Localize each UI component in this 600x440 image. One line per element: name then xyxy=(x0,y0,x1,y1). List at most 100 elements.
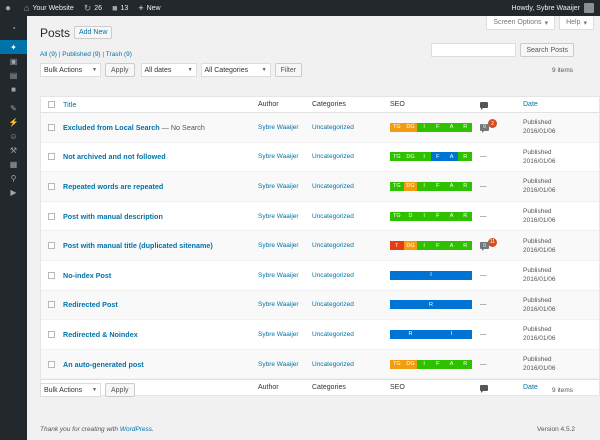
post-title-link[interactable]: Redirected Post xyxy=(63,300,118,310)
main-content: Screen Options ▾ Help ▾ Posts Add New All … xyxy=(27,16,600,440)
page-title: Posts xyxy=(40,26,71,40)
caret-down-icon: ▼ xyxy=(187,67,193,73)
post-author-link[interactable]: Sybre Waaijer xyxy=(258,212,299,220)
my-account-link[interactable]: Howdy, Sybre Waaijer xyxy=(512,3,600,13)
post-title-link[interactable]: An auto-generated post xyxy=(63,359,144,369)
date-cell: Published 2016/01/06 xyxy=(523,355,599,373)
date-status: Published xyxy=(523,267,552,275)
bulk-actions-select-bottom[interactable]: Bulk Actions ▼ xyxy=(40,383,101,397)
seo-indicator: A xyxy=(444,181,459,191)
dashboard-icon[interactable]: ◔ xyxy=(11,23,16,33)
post-author-link[interactable]: Sybre Waaijer xyxy=(258,360,299,368)
view-published-link[interactable]: Published (9) xyxy=(62,51,101,58)
post-author-link[interactable]: Sybre Waaijer xyxy=(258,153,299,161)
post-title-link[interactable]: Post with manual description xyxy=(63,211,163,221)
help-button[interactable]: Help ▾ xyxy=(559,16,594,30)
post-title-link[interactable]: Excluded from Local Search xyxy=(63,122,160,132)
settings-icon[interactable]: ▦ xyxy=(9,159,18,169)
help-label: Help xyxy=(566,19,581,26)
post-category-link[interactable]: Uncategorized xyxy=(312,153,354,161)
apply-button[interactable]: Apply xyxy=(105,63,135,77)
seo-search-icon[interactable]: ⚲ xyxy=(10,173,17,183)
post-category-link[interactable]: Uncategorized xyxy=(312,123,354,131)
column-title-header[interactable]: Title xyxy=(63,100,77,109)
site-name-link[interactable]: ⌂ Your Website xyxy=(19,0,79,16)
view-trash-link[interactable]: Trash (9) xyxy=(105,51,132,58)
post-category-link[interactable]: Uncategorized xyxy=(312,301,354,309)
post-author-link[interactable]: Sybre Waaijer xyxy=(258,182,299,190)
pages-icon[interactable]: ▤ xyxy=(9,70,18,80)
wordpress-logo-icon[interactable]: ● xyxy=(5,2,12,14)
post-author-link[interactable]: Sybre Waaijer xyxy=(258,301,299,309)
posts-pin-icon[interactable]: ✦ xyxy=(0,40,27,54)
seo-indicator: F xyxy=(431,211,445,221)
row-checkbox[interactable] xyxy=(41,271,61,279)
post-category-link[interactable]: Uncategorized xyxy=(312,242,354,250)
media-icon[interactable]: ▣ xyxy=(9,56,18,66)
view-all-link[interactable]: All (9) xyxy=(40,51,57,58)
post-category-link[interactable]: Uncategorized xyxy=(312,182,354,190)
post-author-link[interactable]: Sybre Waaijer xyxy=(258,242,299,250)
row-checkbox[interactable] xyxy=(41,182,61,190)
pending-comments-badge[interactable]: 11 xyxy=(488,237,497,247)
post-author-link[interactable]: Sybre Waaijer xyxy=(258,330,299,338)
users-icon[interactable]: ☺ xyxy=(9,131,18,141)
post-title-link[interactable]: No-index Post xyxy=(63,270,112,280)
table-row: Redirected Post Sybre Waaijer Uncategori… xyxy=(41,290,599,321)
dates-filter-select[interactable]: All dates ▼ xyxy=(140,63,197,77)
post-author-link[interactable]: Sybre Waaijer xyxy=(258,123,299,131)
plugins-icon[interactable]: ⚡ xyxy=(8,117,19,127)
add-new-button[interactable]: Add New xyxy=(74,26,113,39)
post-author-link[interactable]: Sybre Waaijer xyxy=(258,271,299,279)
row-checkbox[interactable] xyxy=(41,360,61,368)
search-input[interactable] xyxy=(431,43,517,57)
seo-indicator: R xyxy=(458,122,473,132)
post-category-link[interactable]: Uncategorized xyxy=(312,330,354,338)
wordpress-link[interactable]: WordPress xyxy=(119,426,153,433)
row-checkbox[interactable] xyxy=(41,242,61,250)
updates-link[interactable]: ↻ 26 xyxy=(79,0,107,16)
filter-button[interactable]: Filter xyxy=(274,63,303,77)
row-checkbox[interactable] xyxy=(41,153,61,161)
seo-indicator: I xyxy=(417,181,432,191)
comment-count-bubble[interactable]: 0 xyxy=(480,242,489,252)
comments-link[interactable]: ■ 13 xyxy=(107,0,133,16)
column-date-header[interactable]: Date xyxy=(523,101,538,108)
column-comments-header[interactable] xyxy=(480,101,523,110)
footer-thanks: Thank you for creating with WordPress. xyxy=(40,426,154,433)
search-posts-button[interactable]: Search Posts xyxy=(520,43,574,57)
select-all-checkbox[interactable] xyxy=(41,101,61,108)
column-date-footer[interactable]: Date xyxy=(523,384,538,392)
post-category-link[interactable]: Uncategorized xyxy=(312,212,354,220)
new-content-link[interactable]: + New xyxy=(133,0,165,16)
post-title-link[interactable]: Repeated words are repeated xyxy=(63,181,164,191)
appearance-icon[interactable]: ✎ xyxy=(10,103,17,113)
row-checkbox[interactable] xyxy=(41,330,61,338)
collapse-menu-icon[interactable]: ▶ xyxy=(10,187,17,197)
pending-comments-badge[interactable]: 2 xyxy=(488,119,497,129)
categories-filter-select[interactable]: All Categories ▼ xyxy=(200,63,271,77)
post-category-link[interactable]: Uncategorized xyxy=(312,271,354,279)
seo-bar: T DG I F A R xyxy=(390,241,473,251)
updates-count: 26 xyxy=(94,4,103,12)
screen-options-button[interactable]: Screen Options ▾ xyxy=(486,16,556,30)
date-status: Published xyxy=(523,237,552,245)
bulk-actions-select[interactable]: Bulk Actions ▼ xyxy=(40,63,101,77)
post-title-link[interactable]: Post with manual title (duplicated siten… xyxy=(63,241,213,251)
column-categories-header: Categories xyxy=(312,101,346,108)
comments-icon[interactable]: ■ xyxy=(11,84,16,94)
comment-count-bubble[interactable]: 0 xyxy=(480,123,489,133)
post-state: — No Search xyxy=(161,122,205,132)
no-comments-dash: — xyxy=(480,360,487,368)
row-checkbox[interactable] xyxy=(41,212,61,220)
column-comments-footer[interactable] xyxy=(480,384,523,393)
row-checkbox[interactable] xyxy=(41,123,61,131)
post-title-link[interactable]: Redirected & Noindex xyxy=(63,329,138,339)
row-checkbox[interactable] xyxy=(41,301,61,309)
post-category-link[interactable]: Uncategorized xyxy=(312,360,354,368)
post-title-link[interactable]: Not archived and not followed xyxy=(63,152,166,162)
tools-icon[interactable]: ⚒ xyxy=(9,145,18,155)
apply-button-bottom[interactable]: Apply xyxy=(105,383,135,397)
